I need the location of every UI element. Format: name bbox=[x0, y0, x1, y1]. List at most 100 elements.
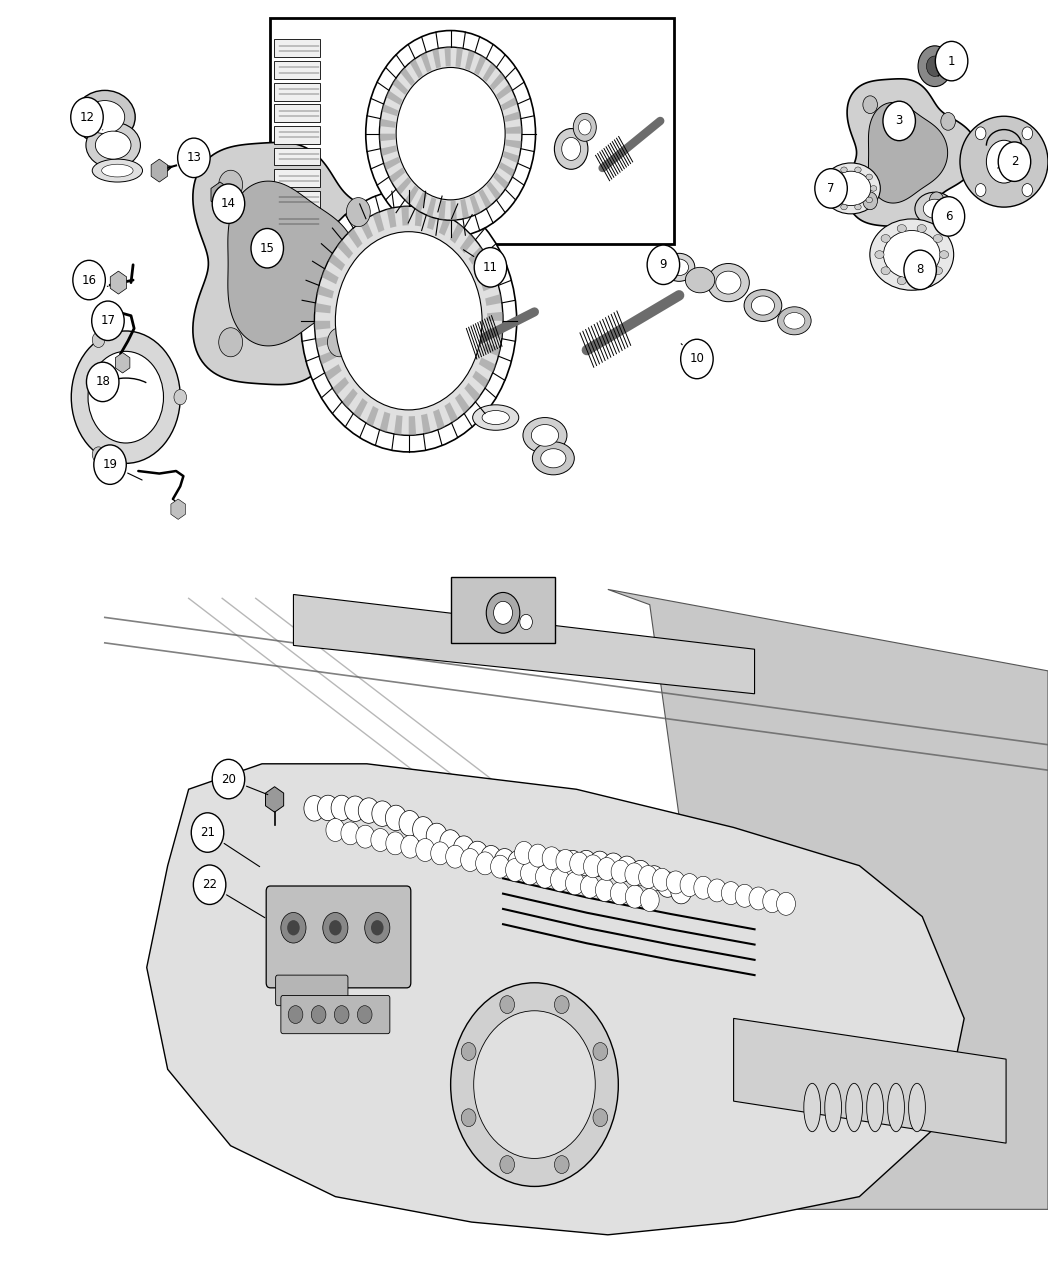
FancyBboxPatch shape bbox=[274, 61, 320, 79]
Circle shape bbox=[431, 841, 450, 864]
Polygon shape bbox=[608, 589, 1048, 1209]
Ellipse shape bbox=[881, 234, 890, 242]
FancyBboxPatch shape bbox=[274, 148, 320, 165]
Circle shape bbox=[331, 796, 352, 821]
Circle shape bbox=[515, 841, 533, 864]
Ellipse shape bbox=[531, 424, 559, 446]
Wedge shape bbox=[479, 358, 496, 373]
Circle shape bbox=[494, 601, 512, 624]
Circle shape bbox=[301, 190, 517, 452]
Polygon shape bbox=[193, 143, 408, 384]
Circle shape bbox=[345, 796, 366, 821]
Circle shape bbox=[476, 852, 495, 875]
Circle shape bbox=[815, 168, 848, 207]
Wedge shape bbox=[427, 197, 436, 218]
Ellipse shape bbox=[855, 204, 861, 210]
Circle shape bbox=[882, 101, 916, 140]
Circle shape bbox=[372, 801, 393, 826]
Ellipse shape bbox=[829, 174, 836, 179]
Circle shape bbox=[192, 813, 224, 853]
Wedge shape bbox=[415, 206, 423, 227]
Wedge shape bbox=[410, 59, 423, 79]
Text: 1: 1 bbox=[947, 55, 956, 67]
Ellipse shape bbox=[102, 164, 133, 177]
Text: 20: 20 bbox=[221, 773, 236, 785]
Circle shape bbox=[505, 858, 524, 881]
Circle shape bbox=[578, 120, 591, 135]
Ellipse shape bbox=[663, 253, 695, 281]
Wedge shape bbox=[494, 172, 509, 190]
Ellipse shape bbox=[685, 267, 715, 293]
Circle shape bbox=[93, 444, 126, 484]
Circle shape bbox=[193, 866, 226, 904]
Wedge shape bbox=[316, 285, 334, 298]
Text: 21: 21 bbox=[200, 826, 215, 839]
Circle shape bbox=[593, 1043, 608, 1060]
Circle shape bbox=[341, 822, 359, 845]
Circle shape bbox=[932, 196, 965, 237]
Circle shape bbox=[581, 876, 599, 899]
FancyBboxPatch shape bbox=[274, 213, 320, 230]
Circle shape bbox=[680, 873, 699, 896]
FancyBboxPatch shape bbox=[276, 975, 348, 1006]
Ellipse shape bbox=[960, 116, 1048, 207]
Text: 3: 3 bbox=[895, 115, 903, 127]
Ellipse shape bbox=[784, 312, 805, 328]
Circle shape bbox=[92, 447, 105, 462]
FancyBboxPatch shape bbox=[274, 169, 320, 187]
Circle shape bbox=[589, 852, 610, 877]
Text: 19: 19 bbox=[103, 458, 117, 471]
Text: 18: 18 bbox=[95, 376, 110, 388]
Circle shape bbox=[454, 836, 475, 862]
Circle shape bbox=[314, 206, 503, 435]
FancyBboxPatch shape bbox=[274, 126, 320, 144]
Wedge shape bbox=[496, 84, 512, 99]
Circle shape bbox=[490, 855, 509, 878]
Circle shape bbox=[451, 983, 618, 1186]
FancyBboxPatch shape bbox=[266, 886, 411, 988]
Circle shape bbox=[73, 260, 105, 299]
Wedge shape bbox=[481, 278, 499, 292]
Circle shape bbox=[570, 852, 589, 875]
Ellipse shape bbox=[473, 405, 519, 430]
Circle shape bbox=[986, 140, 1022, 183]
Circle shape bbox=[521, 862, 540, 885]
Ellipse shape bbox=[870, 186, 877, 191]
Wedge shape bbox=[420, 52, 432, 73]
Circle shape bbox=[643, 866, 664, 891]
Circle shape bbox=[763, 890, 782, 913]
Wedge shape bbox=[474, 55, 486, 75]
Ellipse shape bbox=[840, 204, 847, 210]
Circle shape bbox=[736, 885, 755, 908]
Circle shape bbox=[323, 913, 348, 943]
Circle shape bbox=[486, 592, 520, 633]
Ellipse shape bbox=[923, 199, 946, 218]
Circle shape bbox=[554, 995, 569, 1013]
Wedge shape bbox=[400, 67, 415, 87]
Circle shape bbox=[611, 861, 630, 883]
Ellipse shape bbox=[670, 258, 689, 275]
Circle shape bbox=[616, 855, 637, 881]
FancyBboxPatch shape bbox=[270, 18, 674, 244]
Ellipse shape bbox=[917, 276, 926, 285]
Circle shape bbox=[335, 232, 482, 410]
Circle shape bbox=[416, 839, 435, 862]
Circle shape bbox=[694, 876, 713, 899]
Ellipse shape bbox=[866, 197, 873, 202]
Ellipse shape bbox=[804, 1083, 821, 1132]
Polygon shape bbox=[847, 79, 978, 227]
Text: 7: 7 bbox=[827, 182, 835, 195]
Circle shape bbox=[365, 913, 390, 943]
Circle shape bbox=[281, 913, 306, 943]
Text: 22: 22 bbox=[202, 878, 217, 891]
Circle shape bbox=[396, 67, 505, 200]
Circle shape bbox=[304, 796, 325, 821]
Circle shape bbox=[1022, 127, 1032, 140]
Wedge shape bbox=[348, 228, 363, 248]
Ellipse shape bbox=[751, 295, 774, 316]
Circle shape bbox=[595, 878, 614, 901]
Ellipse shape bbox=[92, 159, 143, 182]
Circle shape bbox=[976, 127, 986, 140]
Circle shape bbox=[357, 1006, 372, 1023]
Text: 11: 11 bbox=[483, 261, 498, 274]
